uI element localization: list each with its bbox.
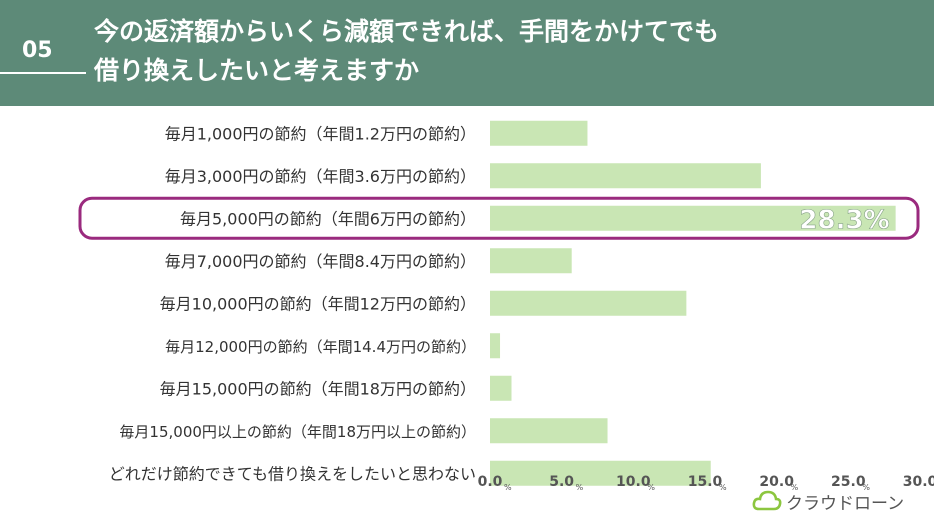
bar [490, 460, 711, 486]
question-title-line2: 借り換えしたいと考えますか [94, 56, 420, 85]
category-label: どれだけ節約できても借り換えをしたいと思わない [109, 464, 476, 483]
x-tick-unit: % [791, 483, 799, 492]
x-tick-unit: % [647, 483, 655, 492]
x-tick-label: 15.0 [688, 474, 723, 490]
bar [490, 418, 608, 444]
highlight-frame [78, 196, 920, 240]
x-tick-unit: % [719, 483, 727, 492]
x-tick-label: 20.0 [759, 474, 794, 490]
x-tick-label: 25.0 [831, 474, 866, 490]
brand: クラウドローン [752, 488, 904, 514]
question-title: 今の返済額からいくら減額できれば、手間をかけてでも 借り換えしたいと考えますか [94, 12, 914, 90]
x-tick-unit: % [504, 483, 512, 492]
brand-name: クラウドローン [786, 493, 905, 514]
x-tick-label: 30.0 [903, 474, 934, 490]
category-label: 毎月12,000円の節約（年間14.4万円の節約） [165, 338, 476, 356]
x-tick-label: 5.0 [549, 474, 574, 490]
bar [490, 205, 896, 231]
category-label: 毎月3,000円の節約（年間3.6万円の節約） [165, 167, 476, 186]
cloud-logo-path [752, 490, 782, 511]
x-tick-label: 0.0 [478, 474, 503, 490]
category-label: 毎月5,000円の節約（年間6万円の節約） [180, 209, 476, 228]
x-tick-unit: % [576, 483, 584, 492]
question-title-line1: 今の返済額からいくら減額できれば、手間をかけてでも [94, 17, 720, 46]
data-label: 28.3% [799, 205, 889, 235]
bar [490, 163, 761, 189]
question-number-underline [0, 72, 86, 74]
bar [490, 290, 687, 316]
category-label: 毎月15,000円の節約（年間18万円の節約） [160, 379, 476, 398]
category-label: 毎月1,000円の節約（年間1.2万円の節約） [165, 124, 476, 143]
category-label: 毎月10,000円の節約（年間12万円の節約） [160, 294, 476, 313]
bar-chart: 毎月1,000円の節約（年間1.2万円の節約） 毎月3,000円の節約（年間3.6… [78, 120, 934, 492]
bar [490, 120, 588, 146]
cloud-logo-icon [752, 490, 782, 511]
category-label: 毎月7,000円の節約（年間8.4万円の節約） [165, 252, 476, 271]
bar [490, 333, 501, 359]
category-label: 毎月15,000円以上の節約（年間18万円以上の節約） [119, 423, 476, 441]
bar [490, 248, 572, 274]
x-tick-label: 10.0 [616, 474, 651, 490]
question-number: 05 [22, 38, 53, 63]
header-banner: 05 今の返済額からいくら減額できれば、手間をかけてでも 借り換えしたいと考えま… [0, 0, 934, 106]
bar [490, 375, 512, 401]
x-tick-unit: % [862, 483, 870, 492]
